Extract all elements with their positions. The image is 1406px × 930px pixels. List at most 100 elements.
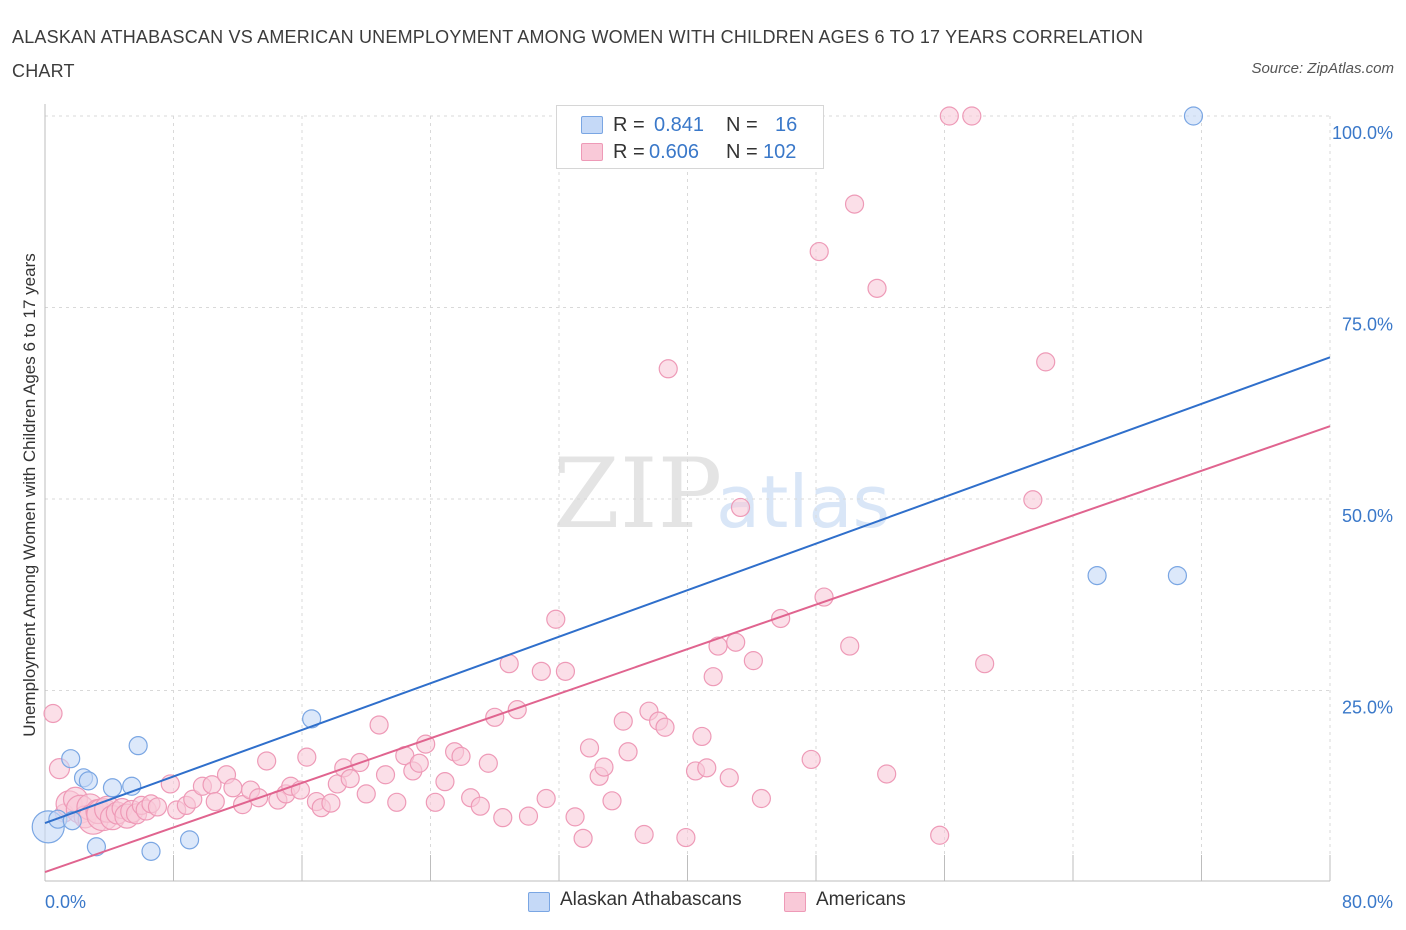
point-american — [634, 824, 654, 845]
point-american — [451, 746, 471, 766]
point-athabascan — [102, 778, 123, 798]
point-american — [507, 700, 527, 720]
point-athabascan — [86, 837, 107, 857]
point-american — [730, 497, 751, 518]
point-american — [223, 778, 243, 798]
point-athabascan — [1183, 106, 1204, 126]
point-american — [375, 765, 396, 785]
point-american — [814, 587, 834, 607]
point-american — [257, 751, 277, 771]
point-american — [1023, 490, 1043, 510]
source-credit: Source: ZipAtlas.com — [1251, 60, 1394, 77]
point-american — [435, 772, 455, 792]
legend-r-label: R = — [613, 141, 645, 163]
point-athabascan — [128, 736, 148, 756]
y-tick-label: 75.0% — [1342, 315, 1393, 335]
point-athabascan — [141, 841, 161, 861]
point-american — [232, 795, 253, 815]
point-american — [531, 661, 551, 681]
point-athabascan — [62, 811, 82, 831]
point-athabascan — [1087, 565, 1107, 586]
point-american — [719, 768, 739, 788]
point-american — [840, 636, 860, 656]
y-tick-label: 25.0% — [1342, 698, 1393, 718]
point-american — [205, 791, 225, 812]
point-american — [425, 792, 445, 812]
point-american — [356, 784, 376, 804]
point-american — [183, 789, 203, 809]
point-american — [602, 791, 622, 811]
point-american — [1036, 352, 1056, 372]
x-tick-label-left: 0.0% — [45, 892, 86, 912]
point-athabascan — [78, 771, 98, 791]
point-american — [975, 654, 995, 674]
point-american — [470, 796, 490, 816]
legend-r-value: 0.606 — [649, 141, 700, 163]
point-american — [565, 807, 585, 827]
point-athabascan — [302, 709, 322, 729]
point-american — [409, 753, 429, 773]
point-american — [867, 278, 887, 298]
y-axis-label: Unemployment Among Women with Children A… — [20, 253, 39, 737]
point-american — [618, 742, 638, 762]
legend-n-value: 16 — [775, 114, 798, 136]
legend-n-value: 102 — [763, 141, 797, 163]
y-tick-label: 100.0% — [1332, 123, 1393, 143]
point-american — [743, 651, 763, 671]
point-american — [844, 194, 865, 214]
trend-line-athabascan — [44, 356, 1331, 824]
point-american — [147, 797, 168, 817]
bottom-legend-label-american: Americans — [816, 889, 906, 910]
point-athabascan — [61, 749, 81, 769]
point-american — [962, 106, 982, 126]
point-athabascan — [179, 830, 200, 850]
point-american — [726, 632, 746, 652]
point-american — [809, 241, 829, 262]
point-american — [658, 359, 678, 379]
legend-swatch-athabascan — [581, 116, 603, 134]
chart-title: ALASKAN ATHABASCAN VS AMERICAN UNEMPLOYM… — [12, 27, 1144, 81]
watermark-zip: ZIP — [553, 438, 722, 550]
point-american — [676, 827, 696, 848]
trend-line-american — [44, 425, 1331, 873]
point-american — [321, 793, 341, 813]
legend-r-label: R = — [613, 114, 645, 136]
point-american — [692, 726, 712, 747]
correlation-legend: R = 0.841 N = 16 R = 0.606 N = 102 — [556, 105, 824, 169]
bottom-legend-swatch-athabascan — [528, 892, 550, 912]
x-tick-label-right: 80.0% — [1342, 892, 1393, 912]
bottom-legend-american[interactable]: Americans — [784, 889, 944, 915]
legend-r-value: 0.841 — [654, 114, 705, 136]
point-american — [387, 792, 407, 812]
point-american — [771, 608, 791, 629]
point-american — [930, 825, 950, 845]
point-american — [478, 753, 498, 773]
point-american — [594, 757, 614, 777]
point-american — [297, 747, 317, 767]
point-american — [751, 788, 771, 809]
bottom-legend-swatch-american — [784, 892, 806, 912]
point-american — [801, 749, 821, 770]
point-american — [697, 758, 717, 778]
legend-swatch-american — [581, 143, 603, 161]
point-american — [703, 667, 723, 687]
point-american — [939, 106, 959, 126]
legend-row-american: R = 0.606 N = 102 — [581, 139, 821, 165]
point-american — [655, 717, 675, 737]
point-american — [43, 703, 63, 724]
legend-n-label: N = — [726, 141, 758, 163]
point-american — [573, 828, 593, 848]
point-american — [518, 806, 539, 826]
point-american — [546, 609, 566, 629]
point-american — [613, 711, 633, 731]
point-american — [493, 808, 513, 828]
bottom-legend-athabascan[interactable]: Alaskan Athabascans — [528, 889, 768, 915]
point-american — [369, 715, 389, 735]
bottom-legend-label-athabascan: Alaskan Athabascans — [560, 889, 742, 910]
point-american — [555, 661, 576, 681]
point-american — [877, 764, 897, 784]
point-american — [340, 768, 360, 789]
point-american — [485, 707, 505, 727]
legend-n-label: N = — [726, 114, 758, 136]
